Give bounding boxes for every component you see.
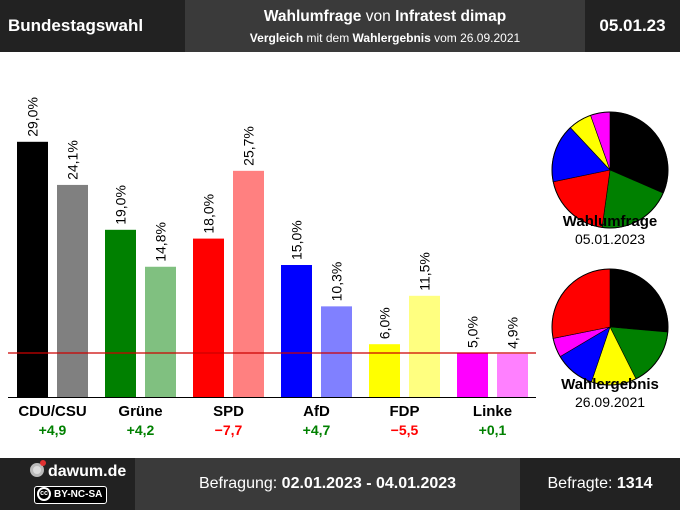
diff-label-4: −5,5	[391, 422, 419, 438]
cc-icon: cc	[37, 487, 51, 502]
pie-1-slice-5	[551, 268, 611, 339]
value-label-current-2: 18,0%	[201, 194, 217, 234]
respondents-label: Befragte:	[547, 475, 613, 492]
survey-period: Befragung: 02.01.2023 - 04.01.2023	[135, 458, 520, 510]
value-label-previous-1: 14,8%	[153, 222, 169, 262]
respondents: Befragte: 1314	[520, 458, 680, 510]
bar-current-3	[281, 265, 312, 397]
party-label-4: FDP	[390, 403, 420, 420]
party-label-0: CDU/CSU	[18, 403, 86, 420]
poll-title-von: von	[365, 8, 391, 25]
survey-dates: 02.01.2023 - 04.01.2023	[281, 475, 457, 492]
footer: dawum.de cc BY-NC-SA Befragung: 02.01.202…	[0, 458, 680, 510]
party-label-1: Grüne	[118, 403, 162, 420]
poll-chart: 29,0% 24,1% CDU/CSU +4,9 19,0% 14,8% Grüne +4,2…	[8, 97, 669, 438]
pie-1-label: Wahlergebnis	[561, 376, 659, 393]
poll-institute: Infratest dimap	[395, 8, 507, 25]
poll-date: 05.01.23	[585, 0, 680, 52]
license-text: BY-NC-SA	[54, 489, 103, 500]
pie-1-outline	[551, 268, 669, 386]
subtitle-wahlergebnis: Wahlergebnis	[352, 31, 431, 45]
value-label-previous-4: 11,5%	[417, 252, 433, 291]
value-label-current-5: 5,0%	[465, 316, 481, 348]
bar-previous-1	[145, 266, 176, 397]
value-label-current-0: 29,0%	[25, 97, 41, 137]
value-label-current-4: 6,0%	[377, 307, 393, 339]
survey-label: Befragung:	[198, 475, 278, 492]
bar-current-1	[105, 229, 136, 397]
pie-0-date: 05.01.2023	[575, 231, 645, 247]
bar-previous-4	[409, 295, 440, 397]
subtitle-date: vom 26.09.2021	[434, 31, 521, 45]
bar-previous-3	[321, 306, 352, 397]
pie-1-date: 26.09.2021	[575, 394, 645, 410]
bar-current-2	[193, 238, 224, 397]
diff-label-3: +4,7	[303, 422, 331, 438]
subtitle-mit-dem: mit dem	[306, 31, 350, 45]
bar-current-4	[369, 344, 400, 397]
value-label-previous-5: 4,9%	[505, 317, 521, 349]
pie-0-outline	[551, 111, 669, 229]
party-label-3: AfD	[303, 403, 330, 420]
value-label-current-3: 15,0%	[289, 220, 305, 260]
value-label-previous-0: 24,1%	[65, 140, 81, 180]
diff-label-1: +4,2	[127, 422, 155, 438]
subtitle-vergleich: Vergleich	[249, 31, 304, 45]
value-label-previous-3: 10,3%	[329, 262, 345, 302]
election-title: Bundestagswahl	[0, 0, 185, 52]
header-center: Wahlumfrage von Infratest dimap Vergleic…	[185, 0, 585, 52]
party-label-2: SPD	[213, 403, 244, 420]
footer-brand-box: dawum.de cc BY-NC-SA	[0, 458, 135, 510]
poll-subtitle: Vergleich mit dem Wahlergebnis vom 26.09…	[185, 31, 585, 45]
poll-title: Wahlumfrage von Infratest dimap	[185, 8, 585, 26]
brand-name: dawum.de	[48, 463, 127, 480]
bar-previous-0	[57, 184, 88, 397]
pie-1-slice-0	[609, 268, 669, 333]
pie-0-label: Wahlumfrage	[563, 213, 657, 230]
value-label-current-1: 19,0%	[113, 185, 129, 225]
dawum-logo-icon	[30, 460, 46, 477]
bar-previous-2	[233, 170, 264, 397]
bar-previous-5	[497, 353, 528, 397]
brand[interactable]: dawum.de	[30, 460, 127, 481]
bar-current-0	[17, 141, 48, 397]
party-label-5: Linke	[473, 403, 512, 420]
respondents-count: 1314	[616, 475, 653, 492]
diff-label-0: +4,9	[39, 422, 67, 438]
diff-label-5: +0,1	[479, 422, 507, 438]
poll-title-bold: Wahlumfrage	[263, 8, 362, 25]
diff-label-2: −7,7	[215, 422, 243, 438]
license-badge[interactable]: cc BY-NC-SA	[34, 486, 108, 504]
header: Bundestagswahl Wahlumfrage von Infratest…	[0, 0, 680, 52]
bar-current-5	[457, 353, 488, 397]
value-label-previous-2: 25,7%	[241, 126, 257, 166]
